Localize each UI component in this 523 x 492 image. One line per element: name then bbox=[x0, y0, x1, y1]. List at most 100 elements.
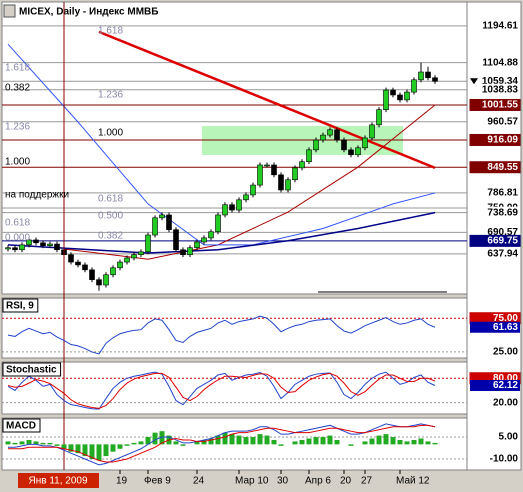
x-tick-label: Апр 6 bbox=[305, 476, 331, 487]
candle-body bbox=[208, 231, 214, 239]
y-tick-label: 960.57 bbox=[487, 116, 518, 127]
price-label-box bbox=[469, 19, 521, 32]
candle-body bbox=[313, 139, 319, 151]
histogram-bar bbox=[236, 435, 242, 445]
y-tick-label: 1194.61 bbox=[482, 21, 518, 32]
histogram-bar bbox=[418, 438, 424, 445]
panel-title: Stochastic bbox=[6, 365, 57, 376]
candle-body bbox=[334, 129, 340, 141]
y-tick-label: -10.00 bbox=[490, 454, 519, 465]
price-label-box bbox=[469, 115, 521, 128]
y-tick-label: 5.00 bbox=[499, 432, 519, 443]
x-tick-label: Фев 9 bbox=[144, 476, 171, 487]
candle-body bbox=[26, 239, 32, 246]
candle-body bbox=[285, 179, 291, 191]
y-tick-label: 849.55 bbox=[487, 162, 518, 173]
histogram-bar bbox=[292, 441, 298, 445]
candle-body bbox=[152, 217, 158, 236]
histogram-bar bbox=[432, 442, 438, 445]
histogram-bar bbox=[404, 441, 410, 445]
price-label-box bbox=[469, 453, 521, 466]
candle-body bbox=[19, 244, 25, 251]
y-tick-label: 738.69 bbox=[487, 207, 518, 218]
histogram-bar bbox=[173, 441, 179, 445]
histogram-bar bbox=[138, 441, 144, 445]
histogram-bar bbox=[124, 444, 130, 446]
candle-body bbox=[54, 243, 60, 251]
price-label-box bbox=[469, 247, 521, 260]
candle-body bbox=[320, 134, 326, 141]
candle-body bbox=[271, 164, 277, 176]
candle-body bbox=[33, 239, 39, 244]
histogram-bar bbox=[12, 442, 18, 445]
chart-title: MICEX, Daily - Индекс ММВБ bbox=[19, 7, 158, 18]
panel-title: MACD bbox=[6, 421, 36, 432]
candle-body bbox=[292, 167, 298, 181]
x-tick-label: Мар 10 bbox=[235, 476, 269, 487]
candle-body bbox=[187, 247, 193, 255]
price-label-box bbox=[469, 186, 521, 199]
histogram-bar bbox=[159, 431, 165, 445]
candle-body bbox=[68, 254, 74, 263]
histogram-bar bbox=[278, 444, 284, 446]
candle-body bbox=[243, 194, 249, 201]
histogram-bar bbox=[145, 437, 151, 445]
price-label-box bbox=[469, 234, 521, 247]
histogram-bar bbox=[320, 437, 326, 445]
candle-body bbox=[194, 241, 200, 249]
cursor-label: Янв 11, 2009 bbox=[28, 476, 87, 487]
cursor-box bbox=[18, 473, 99, 488]
candle-body bbox=[117, 261, 123, 269]
candle-body bbox=[341, 139, 347, 151]
indicator-line bbox=[7, 315, 436, 355]
y-tick-label: 916.09 bbox=[487, 135, 518, 146]
histogram-bar bbox=[390, 437, 396, 445]
histogram-bar bbox=[82, 444, 88, 457]
histogram-bar bbox=[96, 444, 102, 461]
histogram-bar bbox=[306, 438, 312, 445]
histogram-bar bbox=[411, 439, 417, 445]
indicator-line bbox=[7, 43, 436, 246]
histogram-bar bbox=[243, 437, 249, 445]
candle-body bbox=[418, 71, 424, 81]
candle-body bbox=[264, 164, 270, 167]
x-tick-label: 19 bbox=[116, 476, 128, 487]
fib-labels: 1.618 1.618 0.382 1.236 1.236 1.000 1.00… bbox=[5, 26, 123, 244]
candle-body bbox=[222, 204, 228, 216]
candle-body bbox=[215, 214, 221, 233]
fib-label: 1.000 bbox=[5, 157, 30, 168]
histogram-bar bbox=[194, 441, 200, 445]
last-value-label: 62.12 bbox=[493, 380, 518, 391]
x-tick-label: 24 bbox=[193, 476, 205, 487]
y-tick-label: 669.75 bbox=[487, 236, 518, 247]
histogram-bar bbox=[26, 439, 32, 445]
candle-body bbox=[236, 199, 242, 211]
price-label-box bbox=[469, 133, 521, 146]
candle-body bbox=[383, 89, 389, 111]
indicator-line bbox=[98, 30, 436, 170]
candle-body bbox=[432, 77, 438, 82]
stochastic-panel bbox=[1, 361, 468, 415]
histogram-bar bbox=[362, 441, 368, 445]
candle-body bbox=[257, 164, 263, 186]
candle-body bbox=[180, 249, 186, 255]
histogram-bar bbox=[5, 441, 11, 445]
panel-title: RSI, 9 bbox=[6, 301, 34, 312]
candle-body bbox=[306, 149, 312, 163]
candle-body bbox=[110, 267, 116, 276]
histogram-bar bbox=[103, 444, 109, 457]
last-price-arrow bbox=[470, 78, 478, 85]
y-tick-label: 786.81 bbox=[487, 188, 518, 199]
y-tick-label: 80.00 bbox=[493, 373, 518, 384]
y-tick-label: 20.00 bbox=[493, 397, 518, 408]
histogram-bar bbox=[110, 444, 116, 452]
fib-label: 1.618 bbox=[5, 63, 30, 74]
histogram-bar bbox=[257, 434, 263, 445]
histogram-bar bbox=[54, 444, 60, 446]
candle-body bbox=[103, 274, 109, 286]
histogram-bar bbox=[348, 444, 354, 446]
histogram-bar bbox=[299, 439, 305, 445]
price-label-box bbox=[469, 396, 521, 409]
histogram-bar bbox=[376, 435, 382, 445]
